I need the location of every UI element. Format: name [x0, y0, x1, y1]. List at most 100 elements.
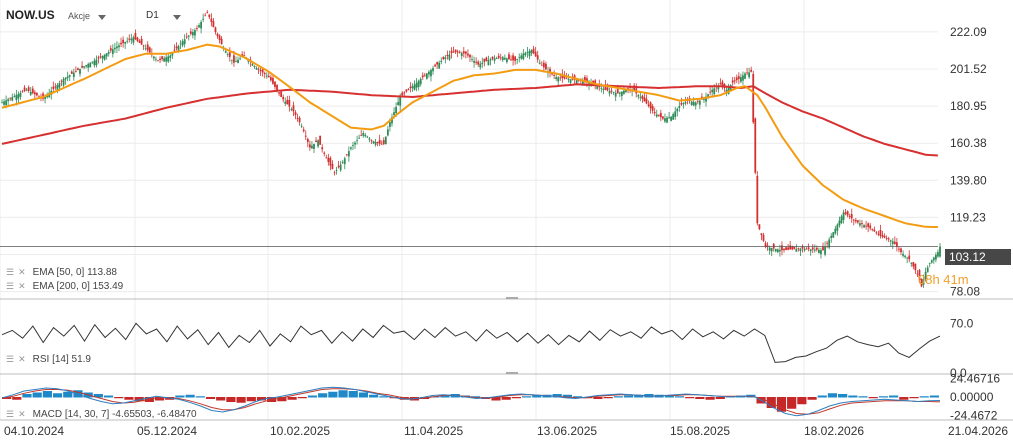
candle-body: [333, 172, 336, 174]
macd-histogram-bar: [338, 390, 348, 398]
candle-body: [895, 242, 898, 247]
close-icon[interactable]: ✕: [18, 267, 26, 277]
candle-body: [458, 51, 461, 53]
candle-body: [23, 87, 26, 91]
close-icon[interactable]: ✕: [18, 409, 26, 419]
candle-body: [581, 81, 584, 85]
macd-histogram-bar: [899, 397, 909, 400]
candle-body: [647, 104, 650, 106]
close-icon[interactable]: ✕: [18, 354, 26, 364]
candle-body: [386, 129, 389, 136]
macd-histogram-bar: [226, 397, 236, 402]
candle-body: [417, 80, 420, 88]
candle-body: [885, 238, 888, 240]
candle-body: [733, 80, 736, 82]
candle-body: [491, 56, 494, 59]
candle-body: [230, 59, 233, 61]
candle-body: [856, 220, 859, 223]
candle-body: [555, 77, 558, 80]
macd-tick-label: 0.00000: [950, 390, 994, 404]
candle-body: [436, 62, 439, 65]
candle-body: [501, 57, 504, 60]
candle-body: [120, 42, 122, 45]
candle-body: [779, 249, 781, 252]
candle-body: [263, 72, 266, 75]
candle-body: [528, 50, 531, 57]
macd-histogram-bar: [256, 397, 267, 401]
candle-body: [754, 118, 757, 173]
candle-body: [891, 241, 894, 244]
candle-body: [690, 101, 693, 105]
candle-body: [44, 96, 47, 99]
candle-body: [898, 248, 900, 250]
candle-body: [506, 58, 508, 63]
macd-histogram-bar: [685, 397, 695, 399]
candle-body: [553, 75, 556, 76]
candle-body: [520, 55, 523, 59]
candle-body: [89, 62, 92, 68]
candle-body: [372, 141, 375, 144]
macd-histogram-bar: [379, 396, 389, 398]
candle-body: [352, 145, 354, 146]
candle-body: [809, 249, 812, 252]
instrument-type-label: Akcje: [68, 11, 91, 21]
candle-body: [224, 51, 227, 53]
candle-body: [877, 233, 880, 235]
candle-body: [226, 54, 229, 55]
candle-body: [639, 96, 642, 98]
candle-body: [549, 68, 551, 74]
candle-body: [323, 152, 326, 154]
close-icon[interactable]: ✕: [18, 281, 26, 291]
candle-body: [719, 83, 722, 85]
macd-histogram-bar: [674, 396, 685, 398]
candle-body: [189, 31, 192, 34]
timeframe-label[interactable]: D1: [146, 10, 159, 21]
candle-body: [454, 49, 457, 53]
settings-menu-icon[interactable]: ☰: [6, 267, 15, 277]
ema200-label: EMA [200, 0] 153.49: [32, 281, 124, 292]
timeframe-dropdown-icon[interactable]: [173, 15, 181, 20]
candle-body: [785, 247, 787, 250]
candle-body: [828, 239, 831, 248]
candle-body: [167, 56, 170, 62]
candle-body: [815, 247, 818, 250]
rsi-pane[interactable]: [1, 322, 941, 363]
candle-body: [389, 122, 391, 127]
candle-body: [300, 125, 303, 127]
settings-menu-icon[interactable]: ☰: [6, 354, 15, 364]
candle-body: [341, 161, 344, 163]
legend-ema200: ☰ ✕ EMA [200, 0] 153.49: [6, 281, 123, 292]
macd-pane[interactable]: [1, 386, 941, 417]
candle-body: [873, 229, 876, 232]
candle-body: [473, 60, 475, 63]
settings-menu-icon[interactable]: ☰: [6, 281, 15, 291]
candle-body: [194, 30, 196, 36]
candle-body: [354, 142, 356, 145]
symbol-label[interactable]: NOW.US: [6, 8, 55, 22]
candle-body: [481, 62, 484, 64]
candle-body: [584, 77, 586, 82]
candle-body: [620, 91, 623, 97]
candle-body: [1, 102, 3, 104]
candle-body: [173, 49, 176, 51]
candle-body: [66, 76, 69, 79]
candle-body: [183, 39, 186, 45]
candle-body: [881, 235, 884, 237]
price-pane[interactable]: [0, 10, 941, 288]
candle-body: [567, 78, 570, 80]
candle-body: [311, 145, 313, 149]
macd-histogram-bar: [12, 397, 22, 400]
macd-histogram-bar: [52, 393, 63, 398]
macd-histogram-bar: [858, 396, 868, 398]
candle-body: [760, 233, 763, 235]
candle-body: [5, 100, 8, 106]
settings-menu-icon[interactable]: ☰: [6, 409, 15, 419]
candle-body: [469, 54, 471, 58]
symbol-dropdown-icon[interactable]: [98, 15, 106, 20]
candle-body: [900, 248, 902, 253]
candle-body: [799, 248, 802, 251]
candle-body: [438, 62, 441, 69]
candle-body: [471, 59, 473, 60]
ema200-line: [1, 83, 938, 157]
